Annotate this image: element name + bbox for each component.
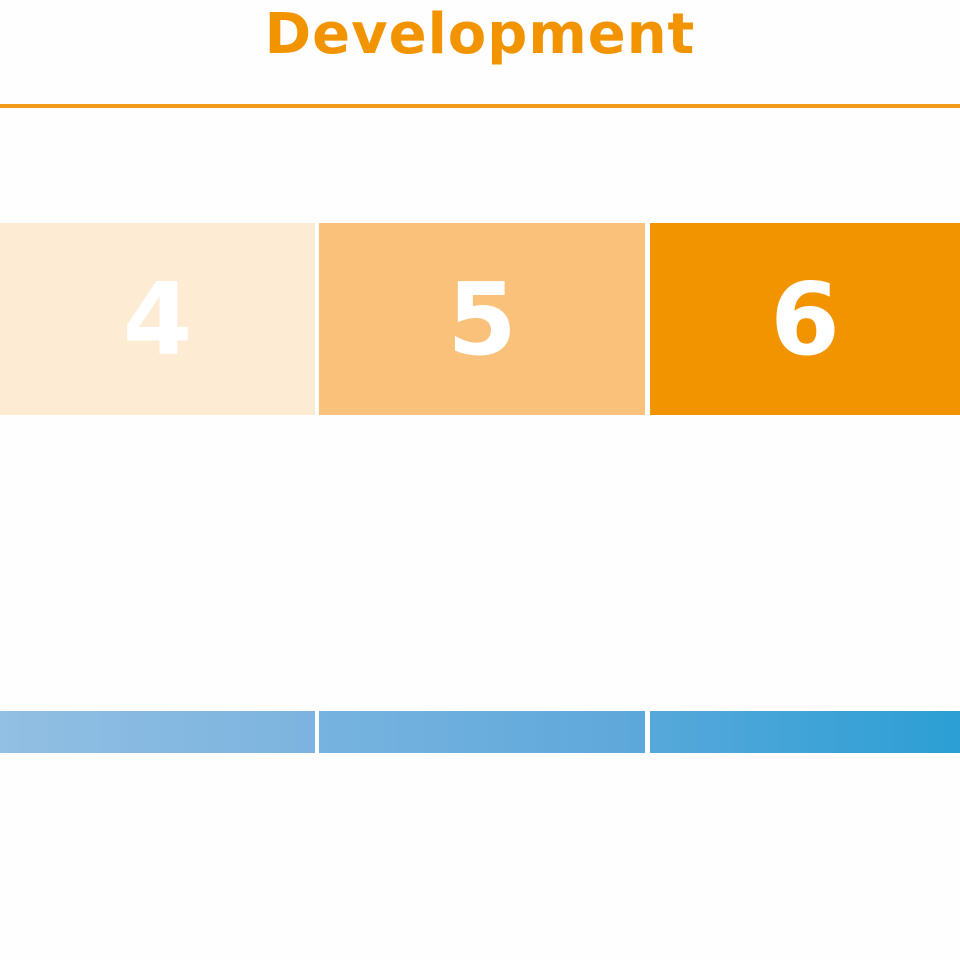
stage-box-4: 4: [0, 223, 315, 415]
blue-bar-segment-2: [319, 711, 645, 753]
title-divider: [0, 104, 960, 108]
stage-number: 5: [447, 260, 517, 378]
stage-box-5: 5: [319, 223, 645, 415]
blue-bar-segment-1: [0, 711, 315, 753]
stage-box-6: 6: [650, 223, 960, 415]
stage-number: 4: [122, 260, 193, 378]
page-title: Development: [264, 2, 696, 67]
stage-number: 6: [770, 260, 840, 378]
blue-bar-segment-3: [650, 711, 960, 753]
